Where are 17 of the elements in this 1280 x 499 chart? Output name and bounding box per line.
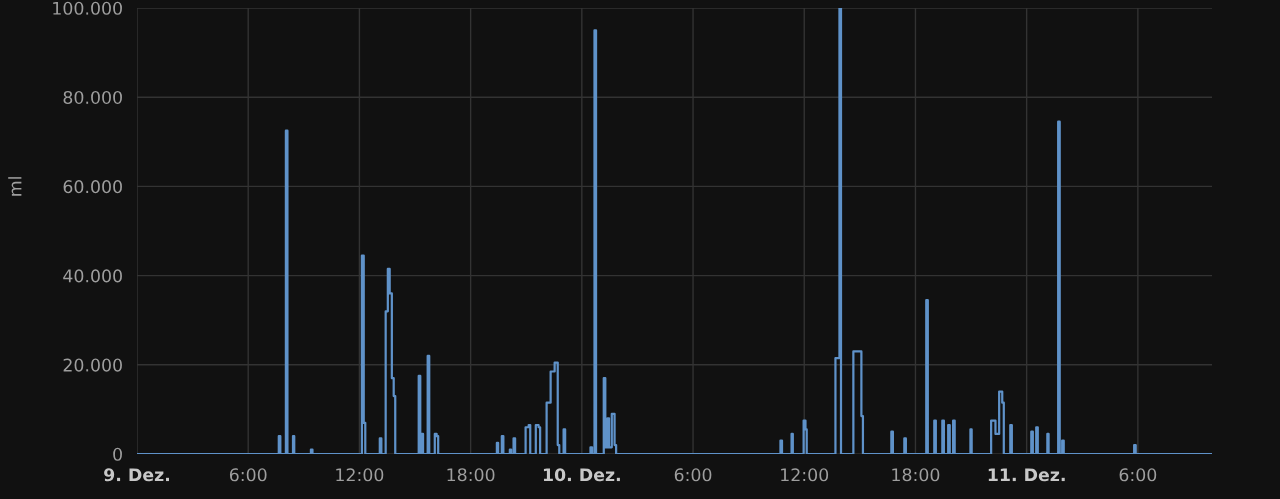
y-tick-label: 60.000: [63, 180, 122, 194]
x-tick-label: 6:00: [1119, 468, 1157, 482]
y-axis-title: ml: [8, 177, 22, 196]
x-tick-label: 6:00: [229, 468, 267, 482]
y-tick-label: 20.000: [63, 358, 122, 372]
x-tick-label: 12:00: [336, 468, 384, 482]
y-tick-label: 100.000: [53, 1, 122, 15]
x-tick-label: 6:00: [674, 468, 712, 482]
x-tick-label: 10. Dez.: [543, 468, 620, 482]
y-tick-label: 40.000: [63, 269, 122, 283]
x-tick-label: 18:00: [447, 468, 495, 482]
y-tick-label: 80.000: [63, 90, 122, 105]
x-tick-label: 18:00: [892, 468, 940, 482]
x-tick-label: 9. Dez.: [104, 468, 170, 482]
x-tick-label: 11. Dez.: [988, 468, 1065, 482]
y-tick-label: 0: [113, 447, 122, 461]
x-tick-label: 12:00: [781, 468, 829, 482]
